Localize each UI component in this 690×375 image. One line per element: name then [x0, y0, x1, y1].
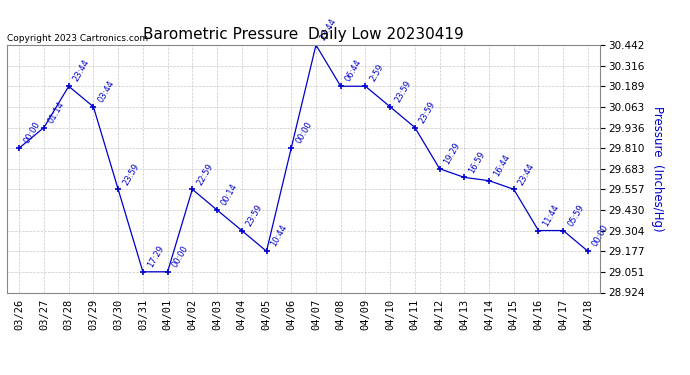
Text: 00:00: 00:00 [591, 224, 611, 249]
Text: 23:59: 23:59 [417, 99, 437, 125]
Text: 16:59: 16:59 [467, 149, 487, 175]
Text: Copyright 2023 Cartronics.com: Copyright 2023 Cartronics.com [7, 34, 148, 43]
Text: 23:44: 23:44 [517, 161, 536, 186]
Text: 23:44: 23:44 [72, 58, 91, 84]
Title: Barometric Pressure  Daily Low 20230419: Barometric Pressure Daily Low 20230419 [144, 27, 464, 42]
Text: 00:14: 00:14 [220, 182, 239, 207]
Text: 00:00: 00:00 [170, 244, 190, 269]
Text: 11:44: 11:44 [541, 203, 561, 228]
Text: 2:59: 2:59 [368, 63, 385, 84]
Text: 23:59: 23:59 [393, 79, 413, 104]
Text: 16:44: 16:44 [492, 153, 511, 178]
Text: 01:14: 01:14 [47, 100, 66, 125]
Text: 05:59: 05:59 [566, 203, 586, 228]
Text: 17:29: 17:29 [146, 244, 166, 269]
Text: 03:44: 03:44 [96, 79, 116, 104]
Text: 23:59: 23:59 [244, 202, 264, 228]
Text: 19:29: 19:29 [442, 141, 462, 166]
Y-axis label: Pressure  (Inches/Hg): Pressure (Inches/Hg) [651, 106, 664, 231]
Text: 06:44: 06:44 [344, 58, 363, 84]
Text: 00:00: 00:00 [294, 120, 314, 145]
Text: 00:00: 00:00 [22, 120, 41, 145]
Text: 22:59: 22:59 [195, 162, 215, 186]
Text: 23:59: 23:59 [121, 161, 141, 186]
Text: 23:44: 23:44 [319, 17, 339, 42]
Text: 10:44: 10:44 [269, 224, 289, 249]
